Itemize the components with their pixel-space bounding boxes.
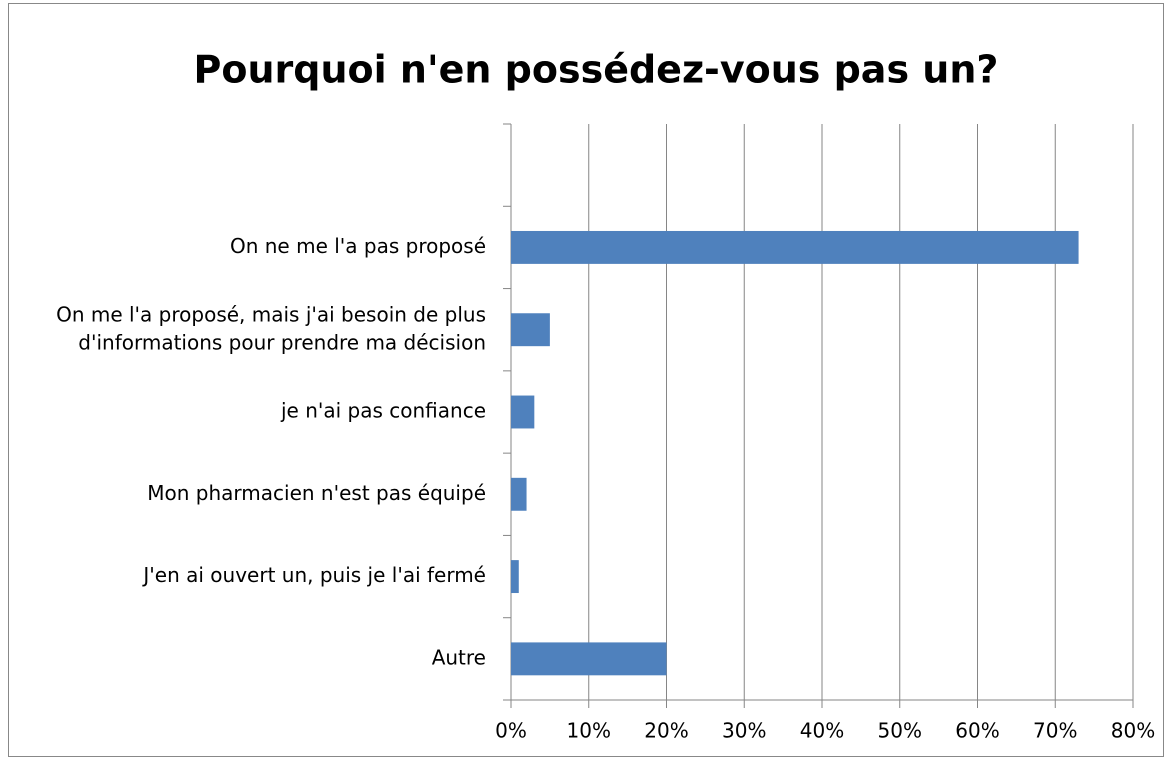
bar: [511, 477, 527, 511]
chart-title: Pourquoi n'en possédez-vous pas un?: [194, 48, 999, 92]
x-tick-label: 80%: [1111, 719, 1155, 743]
chart-border: [8, 3, 1164, 757]
x-tick-label: 60%: [955, 719, 999, 743]
x-tick-label: 10%: [567, 719, 611, 743]
x-tick-label: 20%: [644, 719, 688, 743]
bar: [511, 395, 535, 429]
bar: [511, 313, 550, 347]
x-tick-label: 0%: [495, 719, 527, 743]
y-tick-label: On me l'a proposé, mais j'ai besoin de p…: [56, 302, 486, 354]
y-tick-label: Autre: [432, 645, 486, 669]
x-tick-label: 50%: [878, 719, 922, 743]
y-tick-label: J'en ai ouvert un, puis je l'ai fermé: [141, 563, 486, 587]
y-tick-label: Mon pharmacien n'est pas équipé: [147, 481, 486, 505]
x-tick-label: 70%: [1033, 719, 1077, 743]
bar: [511, 230, 1079, 264]
bar: [511, 642, 667, 676]
x-tick-label: 40%: [800, 719, 844, 743]
x-tick-label: 30%: [722, 719, 766, 743]
y-tick-label: je n'ai pas confiance: [280, 399, 486, 423]
y-tick-label: On ne me l'a pas proposé: [230, 234, 486, 258]
bar: [511, 560, 519, 594]
